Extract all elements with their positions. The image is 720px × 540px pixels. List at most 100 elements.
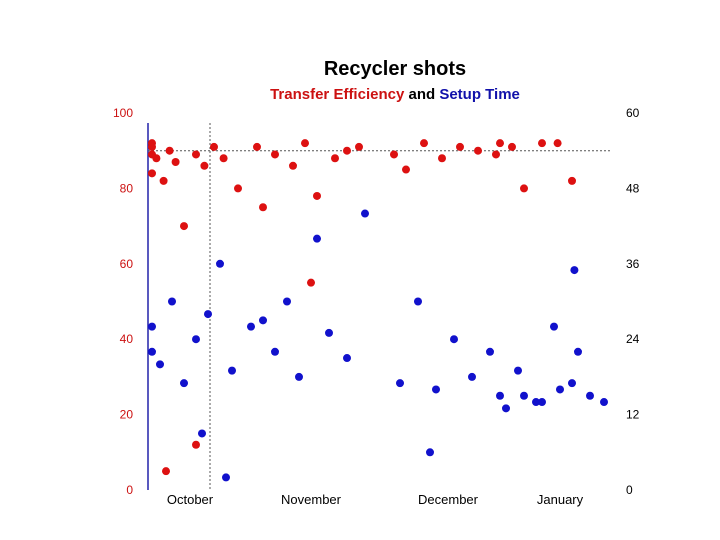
point-transfer-efficiency: [307, 278, 315, 287]
point-setup-time: [216, 259, 224, 268]
point-setup-time: [538, 398, 546, 407]
point-transfer-efficiency: [343, 146, 351, 155]
point-setup-time: [222, 473, 230, 482]
subtitle-and: and: [408, 86, 436, 103]
point-transfer-efficiency: [301, 139, 309, 148]
point-setup-time: [468, 372, 476, 381]
point-transfer-efficiency: [508, 142, 516, 151]
point-setup-time: [361, 209, 369, 218]
point-setup-time: [148, 322, 156, 331]
point-setup-time: [532, 398, 540, 407]
point-setup-time: [556, 385, 564, 394]
y-right-tick-label: 12: [626, 408, 640, 422]
point-transfer-efficiency: [438, 154, 446, 163]
point-transfer-efficiency: [165, 146, 174, 155]
point-transfer-efficiency: [162, 467, 170, 476]
point-transfer-efficiency: [496, 139, 504, 148]
point-setup-time: [271, 347, 279, 356]
y-left-tick-label: 40: [120, 332, 134, 346]
point-setup-time: [426, 448, 434, 457]
point-transfer-efficiency: [253, 142, 261, 151]
point-setup-time: [204, 310, 212, 319]
point-setup-time: [343, 354, 351, 363]
point-setup-time: [396, 379, 404, 388]
y-right-tick-label: 48: [626, 181, 640, 195]
point-setup-time: [295, 372, 303, 381]
point-transfer-efficiency: [271, 150, 279, 159]
x-tick-label: January: [537, 492, 584, 507]
point-transfer-efficiency: [180, 222, 188, 231]
point-transfer-efficiency: [210, 142, 218, 151]
x-tick-label: December: [418, 492, 479, 507]
point-setup-time: [156, 360, 164, 369]
point-transfer-efficiency: [171, 158, 180, 167]
scatter-marks-group: [148, 139, 608, 482]
point-setup-time: [192, 335, 200, 344]
x-tick-label: November: [281, 492, 342, 507]
point-transfer-efficiency: [234, 184, 242, 193]
point-transfer-efficiency: [200, 161, 209, 170]
y-left-tick-label: 100: [113, 106, 133, 120]
point-setup-time: [198, 429, 206, 438]
y-right-tick-label: 60: [626, 106, 640, 120]
y-left-tick-label: 80: [120, 181, 134, 195]
point-transfer-efficiency: [152, 154, 161, 163]
point-setup-time: [514, 366, 522, 375]
point-transfer-efficiency: [219, 154, 228, 163]
x-tick-label: October: [167, 492, 214, 507]
point-setup-time: [586, 391, 594, 400]
point-setup-time: [168, 297, 176, 306]
point-transfer-efficiency: [474, 146, 482, 155]
point-transfer-efficiency: [553, 139, 562, 148]
point-transfer-efficiency: [331, 154, 339, 163]
point-setup-time: [570, 266, 579, 275]
point-setup-time: [568, 379, 576, 388]
y-right-tick-label: 36: [626, 257, 640, 271]
point-setup-time: [259, 316, 267, 325]
point-transfer-efficiency: [520, 184, 528, 193]
point-transfer-efficiency: [289, 161, 297, 170]
point-setup-time: [313, 234, 321, 243]
reference-lines-group: [148, 123, 612, 490]
point-transfer-efficiency: [420, 139, 428, 148]
point-transfer-efficiency: [492, 150, 500, 159]
tick-labels-group: 0 20 40 60 80 100 0 12 24 36 48 60 October November De…: [113, 106, 640, 507]
chart-subtitle: Transfer Efficiency and Setup Time: [0, 86, 720, 103]
point-transfer-efficiency: [148, 142, 156, 151]
point-transfer-efficiency: [192, 440, 200, 449]
point-setup-time: [550, 322, 558, 331]
point-transfer-efficiency: [456, 142, 464, 151]
point-transfer-efficiency: [159, 176, 168, 185]
point-setup-time: [502, 404, 510, 413]
point-setup-time: [325, 328, 333, 337]
chart-title: Recycler shots: [323, 58, 467, 80]
y-right-tick-label: 24: [626, 332, 640, 346]
y-right-tick-label: 0: [626, 483, 633, 497]
point-setup-time: [486, 347, 494, 356]
point-setup-time: [148, 347, 156, 356]
subtitle-setup-time: Setup Time: [439, 86, 520, 103]
point-setup-time: [414, 297, 422, 306]
point-setup-time: [228, 366, 236, 375]
point-transfer-efficiency: [313, 191, 321, 200]
y-left-tick-label: 20: [120, 408, 134, 422]
subtitle-transfer-efficiency: Transfer Efficiency: [270, 86, 405, 103]
point-transfer-efficiency: [355, 142, 363, 151]
point-setup-time: [247, 322, 255, 331]
point-setup-time: [600, 398, 608, 407]
point-setup-time: [574, 347, 582, 356]
point-setup-time: [432, 385, 440, 394]
point-transfer-efficiency: [390, 150, 398, 159]
point-setup-time: [283, 297, 291, 306]
y-left-tick-label: 0: [126, 483, 133, 497]
point-transfer-efficiency: [192, 150, 200, 159]
point-transfer-efficiency: [259, 203, 267, 212]
point-transfer-efficiency: [538, 139, 546, 148]
point-setup-time: [450, 335, 458, 344]
point-setup-time: [180, 379, 188, 388]
point-transfer-efficiency: [148, 169, 156, 178]
point-setup-time: [520, 391, 528, 400]
y-left-tick-label: 60: [120, 257, 134, 271]
point-setup-time: [496, 391, 504, 400]
